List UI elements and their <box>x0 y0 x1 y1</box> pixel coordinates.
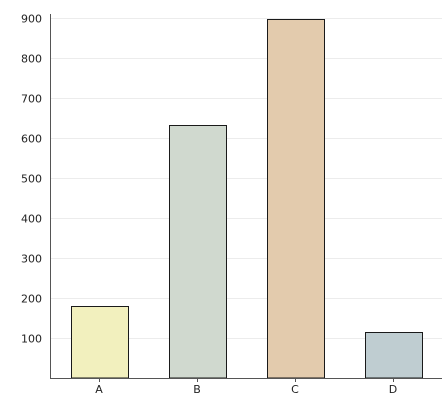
y-tick-label: 900 <box>21 13 42 26</box>
bar-A <box>71 306 129 379</box>
grid-lines <box>50 18 442 339</box>
y-tick-label: 100 <box>21 333 42 346</box>
y-axis-ticks: 100 200 300 400 500 600 700 800 900 <box>21 13 42 346</box>
y-tick-label: 600 <box>21 133 42 146</box>
y-tick-label: 200 <box>21 293 42 306</box>
bar-D <box>365 332 423 379</box>
x-tick-label: A <box>95 383 103 396</box>
y-tick-label: 700 <box>21 93 42 106</box>
bar-C <box>267 19 325 379</box>
x-tick-label: D <box>389 383 397 396</box>
x-axis-ticks: A B C D <box>95 378 397 396</box>
bars <box>71 19 423 379</box>
bar-B <box>169 125 227 379</box>
x-tick-label: B <box>193 383 201 396</box>
y-tick-label: 800 <box>21 53 42 66</box>
y-tick-label: 400 <box>21 213 42 226</box>
x-tick-label: C <box>291 383 299 396</box>
y-tick-label: 500 <box>21 173 42 186</box>
y-tick-label: 300 <box>21 253 42 266</box>
